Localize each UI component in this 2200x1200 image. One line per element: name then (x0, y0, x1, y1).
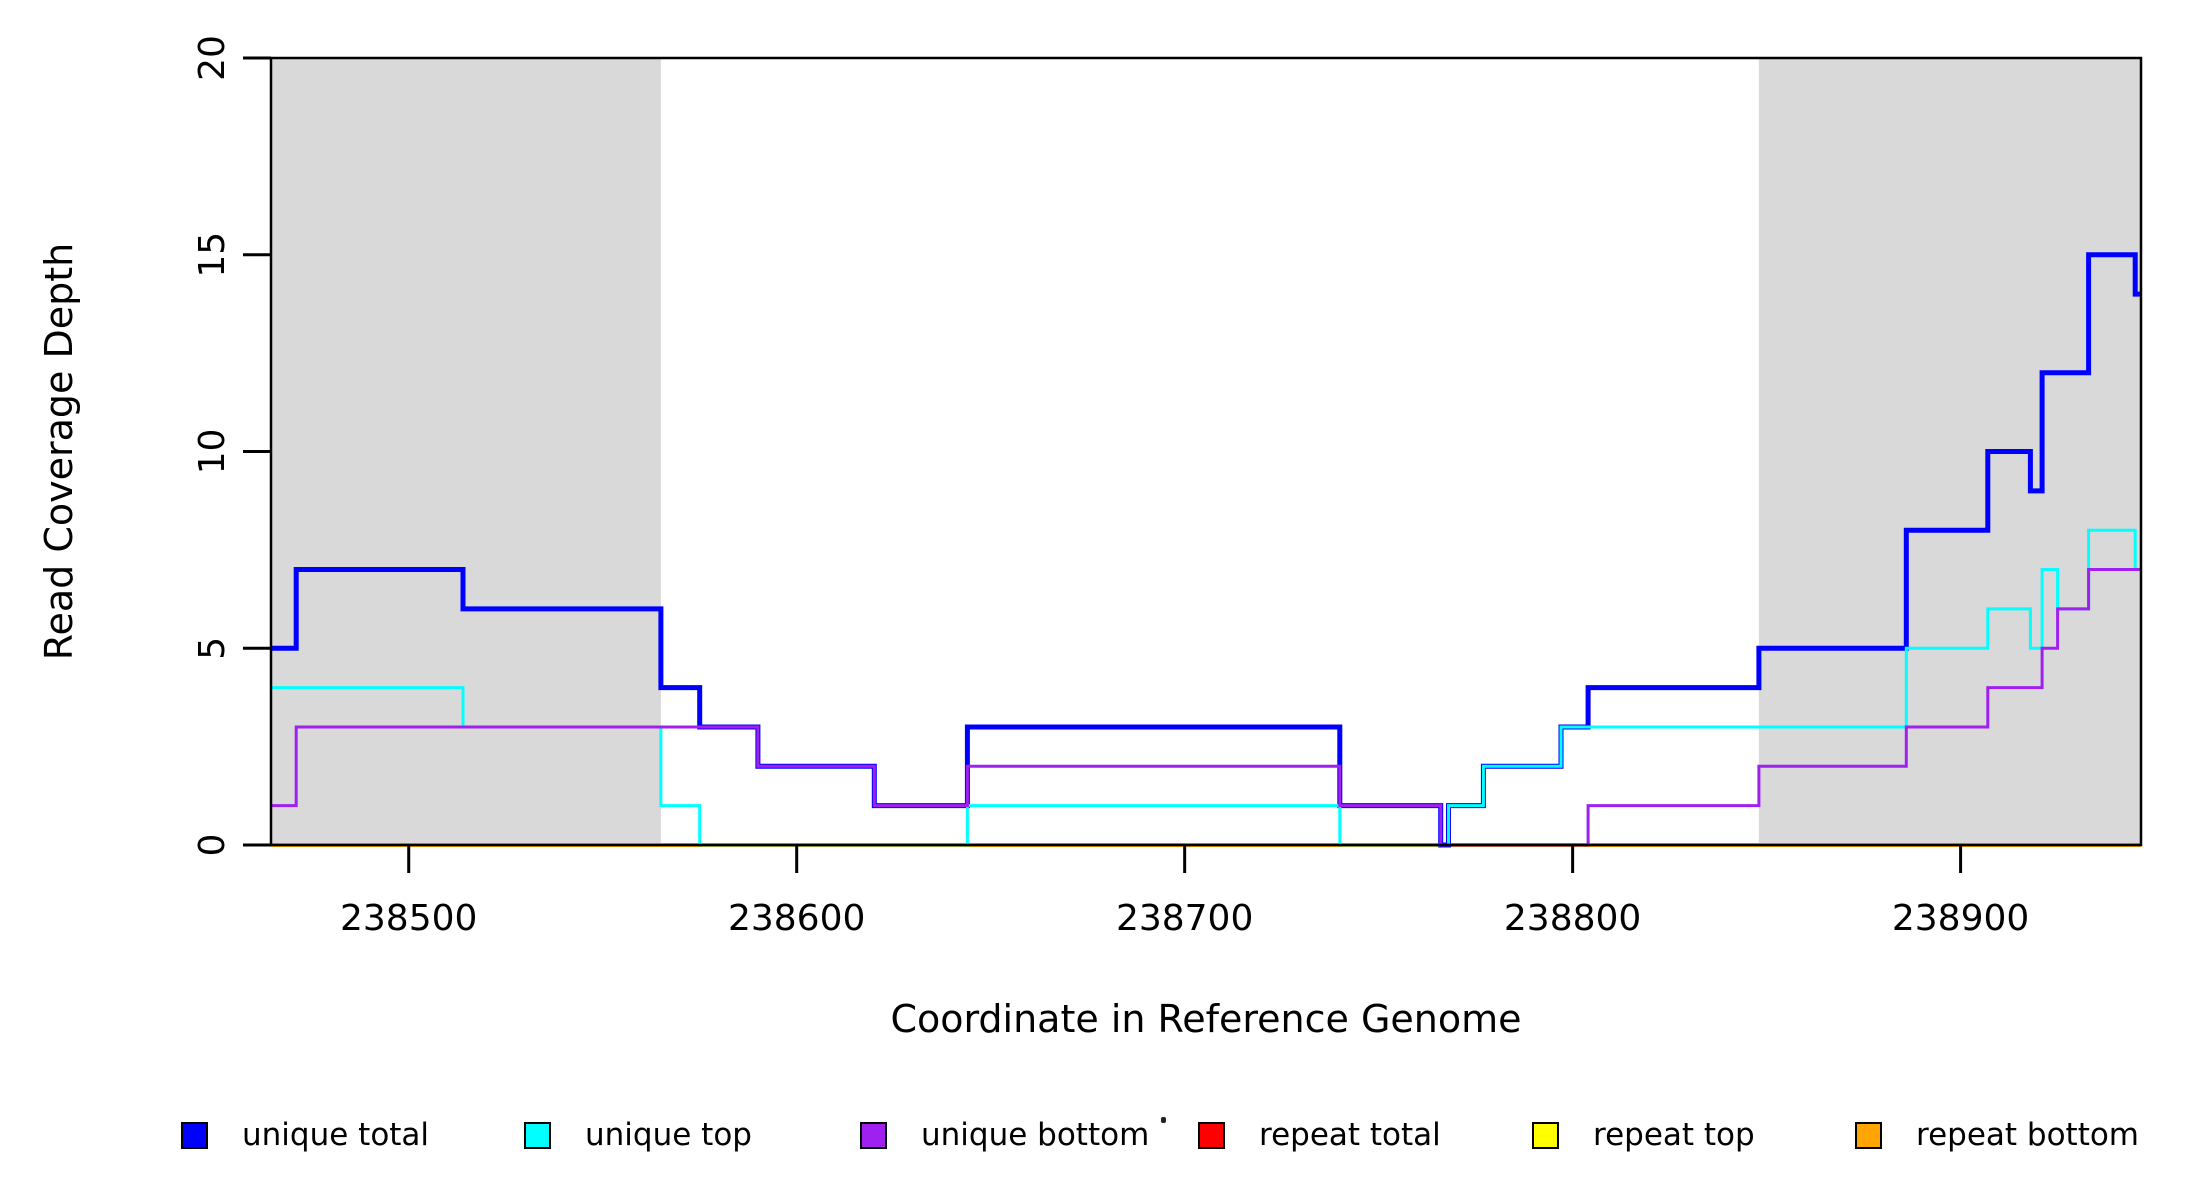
legend-label: repeat top (1593, 1117, 1755, 1153)
legend-label: unique top (585, 1117, 752, 1153)
stray-dot (1161, 1117, 1166, 1123)
x-tick-label-238500: 238500 (340, 898, 477, 939)
y-tick-label-10: 10 (192, 429, 233, 475)
y-axis-title: Read Coverage Depth (37, 243, 81, 660)
legend-item-unique-top: unique top (524, 1118, 752, 1152)
legend-label: repeat bottom (1916, 1117, 2140, 1153)
legend-label: unique bottom (921, 1117, 1150, 1153)
y-tick-label-20: 20 (192, 35, 233, 81)
series-line-unique-bottom (271, 568, 2141, 847)
legend-item-repeat-total: repeat total (1198, 1118, 1441, 1152)
x-tick-label-238800: 238800 (1504, 898, 1641, 939)
legend-item-unique-bottom: unique bottom (860, 1118, 1149, 1152)
y-tick-label-15: 15 (192, 232, 233, 278)
x-tick-label-238600: 238600 (728, 898, 865, 939)
x-tick-label-238700: 238700 (1116, 898, 1253, 939)
x-tick-label-238900: 238900 (1892, 898, 2029, 939)
legend-label: repeat total (1259, 1117, 1441, 1153)
legend-swatch-repeat-bottom-icon (1855, 1121, 1882, 1149)
series-line-unique-top (271, 528, 2141, 847)
legend-swatch-repeat-top-icon (1532, 1121, 1559, 1149)
legend-item-repeat-bottom: repeat bottom (1855, 1118, 2139, 1152)
y-tick-label-5: 5 (192, 637, 233, 660)
legend-swatch-unique-top-icon (524, 1121, 551, 1149)
legend-item-unique-total: unique total (181, 1118, 429, 1152)
shaded-region (271, 58, 661, 845)
legend-item-repeat-top: repeat top (1532, 1118, 1755, 1152)
legend-swatch-unique-total-icon (181, 1121, 208, 1149)
shaded-regions-layer (271, 58, 2141, 845)
x-axis-title: Coordinate in Reference Genome (890, 997, 1521, 1041)
shaded-region (1758, 58, 2141, 845)
legend-swatch-unique-bottom-icon (860, 1121, 887, 1149)
legend-swatch-repeat-total-icon (1198, 1121, 1225, 1149)
legend-label: unique total (242, 1117, 430, 1153)
y-tick-label-0: 0 (192, 834, 233, 857)
axis-ticks-layer (243, 56, 1963, 873)
